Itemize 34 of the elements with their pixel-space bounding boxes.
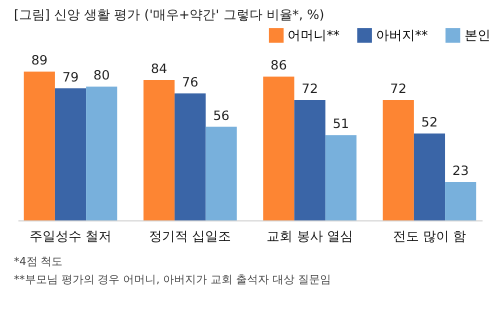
bar <box>143 80 175 220</box>
data-label: 56 <box>213 108 230 124</box>
x-tick-label: 주일성수 철저 <box>29 230 112 245</box>
x-tick-label: 전도 많이 함 <box>392 230 466 245</box>
legend-label: 본인 <box>464 28 490 44</box>
data-label: 76 <box>182 75 198 90</box>
x-tick-label: 정기적 십일조 <box>149 230 232 245</box>
data-label: 89 <box>31 54 48 69</box>
bar <box>174 93 206 220</box>
bar <box>54 88 86 220</box>
x-tick-label: 교회 봉사 열심 <box>266 230 353 245</box>
data-label: 84 <box>150 62 168 78</box>
data-label: 86 <box>270 58 287 74</box>
bar <box>382 100 414 220</box>
bar <box>24 72 55 220</box>
data-label: 51 <box>332 117 350 132</box>
legend-label: 어머니** <box>288 28 340 44</box>
data-label: 72 <box>390 82 407 98</box>
text: *4점 척도 <box>14 255 63 268</box>
bar <box>325 135 356 220</box>
data-label: 80 <box>93 68 110 84</box>
data-label: 79 <box>62 70 79 86</box>
bar <box>206 126 237 220</box>
bar <box>263 76 294 220</box>
bar <box>414 133 446 220</box>
data-label: 72 <box>302 82 318 98</box>
bar <box>294 100 326 220</box>
bar <box>86 86 118 220</box>
data-label: 52 <box>421 116 438 131</box>
legend-label: 아버지** <box>376 28 428 44</box>
chart-title: [그림] 신앙 생활 평가 ('매우+약간' 그렇다 비율*, %) <box>14 8 324 24</box>
bar <box>445 182 476 220</box>
data-label: 23 <box>452 164 469 179</box>
text: **부모님 평가의 경우 어머니, 아버지가 교회 출석자 대상 질문임 <box>14 272 331 286</box>
